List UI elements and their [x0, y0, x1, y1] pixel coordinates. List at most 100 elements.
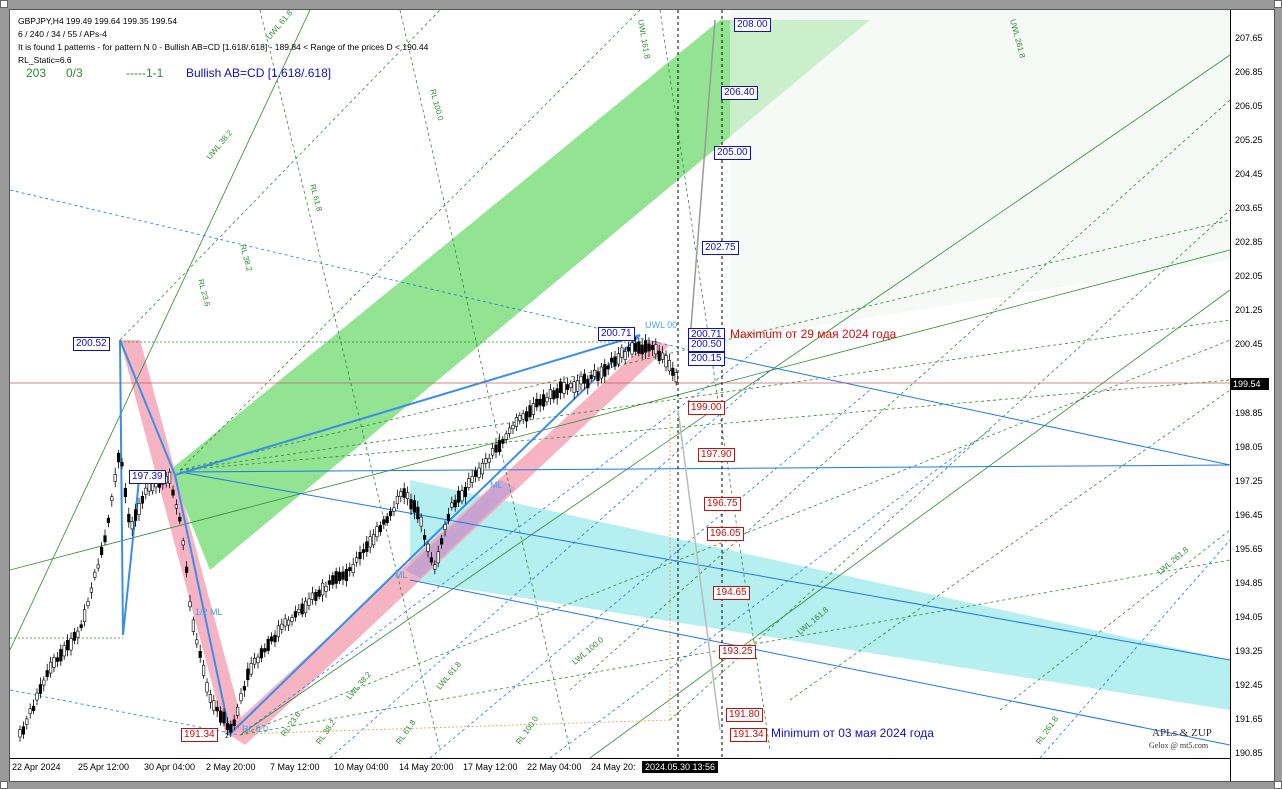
candle-body	[405, 492, 410, 500]
candle-body	[463, 486, 468, 498]
level-label: 197.39	[129, 470, 166, 484]
line-label: UWL 00	[645, 320, 677, 330]
candle-body	[331, 575, 335, 585]
projection-line	[689, 19, 716, 341]
candle-body	[521, 413, 525, 420]
candle-body	[38, 684, 43, 694]
candle-body	[473, 470, 478, 477]
candle-body	[212, 700, 216, 711]
candle-body	[344, 568, 349, 582]
candle-body	[388, 511, 393, 517]
candle-body	[120, 461, 124, 467]
candle-body	[511, 424, 515, 429]
time-tick: 24 May 20:	[591, 762, 636, 772]
level-label: 206.40	[721, 86, 758, 100]
candle-body	[579, 376, 583, 385]
price-tick: 207.65	[1235, 33, 1263, 43]
candle-body	[259, 648, 264, 659]
time-axis[interactable]: 22 Apr 2024 25 Apr 12:00 30 Apr 04:00 2 …	[10, 758, 1230, 781]
candle-body	[558, 381, 563, 393]
frame-corner-handle[interactable]	[0, 781, 8, 789]
candle-body	[371, 534, 376, 546]
candle-body	[168, 471, 172, 484]
candle-body	[555, 388, 559, 399]
pattern-line: It is found 1 patterns - for pattern N 0…	[18, 42, 429, 52]
line-label: 1/2 ML	[195, 607, 223, 617]
candle-body	[286, 619, 291, 626]
candle-body	[249, 663, 253, 675]
candle-body	[582, 374, 586, 384]
price-tick: 194.05	[1235, 612, 1263, 622]
watermark-subtitle: Gelox @ mt5.com	[1149, 741, 1209, 750]
frame-corner-handle[interactable]	[1274, 781, 1282, 789]
line-label: RL 38.2	[238, 243, 254, 273]
candle-body	[507, 427, 512, 434]
chart-plot-area[interactable]: UWL 38.2 UWL 61.8 RL 100.0 RL 61.8 RL 38…	[10, 10, 1230, 758]
pattern-marker: -----1-1	[126, 66, 164, 80]
candle-body	[113, 473, 117, 482]
level-label: 208.00	[734, 18, 771, 32]
candle-body	[195, 639, 199, 645]
level-label: 205.00	[714, 146, 751, 160]
level-label: 191.34	[181, 728, 218, 742]
line-label: ML	[395, 570, 408, 580]
candle-body	[450, 502, 454, 508]
candle-body	[31, 705, 36, 712]
time-tick: 10 May 04:00	[334, 762, 389, 772]
candle-body	[303, 600, 308, 614]
candle-body	[181, 540, 185, 546]
line-label: RL 100.0	[514, 714, 540, 746]
candle-body	[647, 343, 651, 352]
time-tick: 30 Apr 04:00	[144, 762, 196, 772]
line-label: ML	[490, 480, 503, 490]
candle-body	[358, 551, 362, 560]
candle-body	[134, 509, 138, 521]
candle-body	[103, 535, 107, 543]
candle-body	[341, 571, 345, 580]
candle-body	[409, 499, 413, 510]
candle-body	[117, 452, 121, 463]
candle-body	[392, 507, 396, 512]
level-label: 197.90	[698, 448, 735, 462]
candle-body	[603, 364, 607, 377]
candle-body	[548, 389, 552, 399]
candle-body	[307, 598, 311, 606]
price-tick: 202.85	[1235, 237, 1263, 247]
price-tick: 203.65	[1235, 203, 1263, 213]
blue-dashed-lines	[10, 189, 1230, 758]
candle-body	[222, 711, 226, 724]
candle-body	[422, 535, 427, 540]
chart-window[interactable]: UWL 38.2 UWL 61.8 RL 100.0 RL 61.8 RL 38…	[9, 9, 1275, 782]
candle-body	[504, 433, 508, 440]
candle-body	[25, 718, 29, 725]
candle-body	[35, 692, 39, 701]
price-axis[interactable]: 207.65 206.85 206.05 205.25 204.45 203.6…	[1230, 10, 1274, 781]
candle-body	[236, 706, 240, 716]
candle-body	[399, 491, 403, 498]
candle-body	[620, 347, 624, 358]
level-label: 191.34	[730, 728, 767, 742]
candle-body	[480, 462, 485, 475]
candle-body	[436, 551, 440, 564]
candle-body	[609, 357, 614, 363]
candle-body	[664, 355, 668, 368]
candle-body	[443, 524, 447, 531]
time-tick: 14 May 20:00	[399, 762, 454, 772]
candle-body	[229, 723, 233, 733]
level-label: 200.15	[688, 352, 725, 366]
candle-body	[59, 649, 63, 662]
level-label: 191.80	[726, 708, 763, 722]
frame-corner-handle[interactable]	[1274, 0, 1282, 8]
candle-body	[110, 496, 114, 501]
pattern-name: Bullish AB=CD [1.618/.618]	[186, 66, 332, 80]
candle-body	[667, 360, 671, 372]
price-tick: 201.25	[1235, 305, 1263, 315]
line-label: LWL 261.8	[1156, 545, 1191, 577]
frame-corner-handle[interactable]	[0, 0, 8, 8]
price-tick: 193.25	[1235, 646, 1263, 656]
level-label: 194.65	[713, 586, 750, 600]
candle-body	[524, 411, 529, 422]
candle-body	[572, 381, 576, 393]
time-tick: 25 Apr 12:00	[78, 762, 130, 772]
level-label: 196.75	[704, 497, 741, 511]
